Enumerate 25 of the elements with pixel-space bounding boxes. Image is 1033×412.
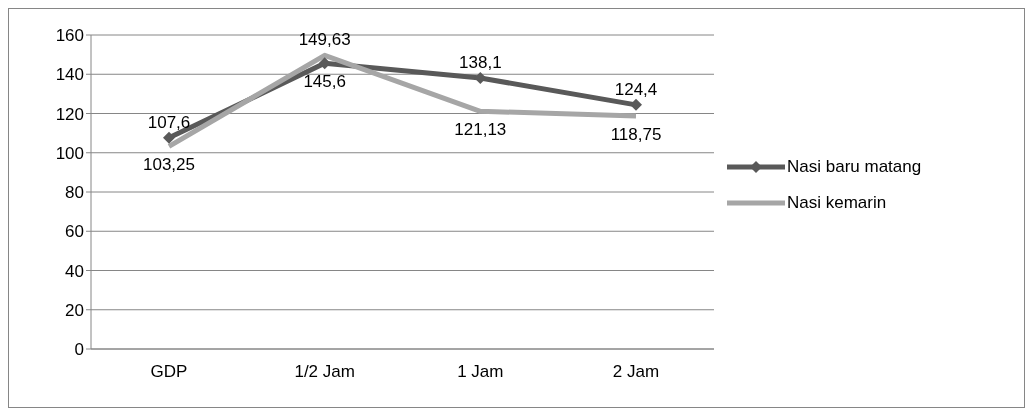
legend-label: Nasi kemarin (787, 193, 887, 213)
legend-label: Nasi baru matang (787, 157, 922, 177)
y-tick-label: 20 (65, 300, 84, 320)
point (163, 131, 175, 144)
y-tick-label: 40 (65, 261, 84, 281)
data-label: 107,6 (147, 112, 191, 132)
data-label: 145,6 (303, 72, 346, 92)
data-label: 149,63 (298, 30, 351, 50)
x-tick-label: 1 Jam (457, 362, 504, 382)
data-label: 121,13 (454, 120, 507, 140)
data-label: 138,1 (459, 52, 502, 72)
x-tick-label: 1/2 Jam (294, 362, 355, 382)
x-tick-label: 2 Jam (612, 362, 660, 382)
y-tick-label: 100 (55, 143, 84, 163)
y-tick-label: 120 (55, 104, 84, 124)
y-tick-label: 160 (55, 26, 84, 46)
point (630, 98, 642, 111)
data-label: 118,75 (610, 124, 662, 144)
data-label: 103,25 (143, 155, 195, 175)
y-tick-label: 80 (65, 183, 84, 203)
y-tick-label: 140 (55, 65, 84, 85)
x-tick-label: GDP (150, 362, 188, 382)
y-tick-label: 0 (74, 340, 84, 360)
y-tick-label: 60 (65, 222, 84, 242)
data-label: 124,4 (614, 79, 658, 99)
